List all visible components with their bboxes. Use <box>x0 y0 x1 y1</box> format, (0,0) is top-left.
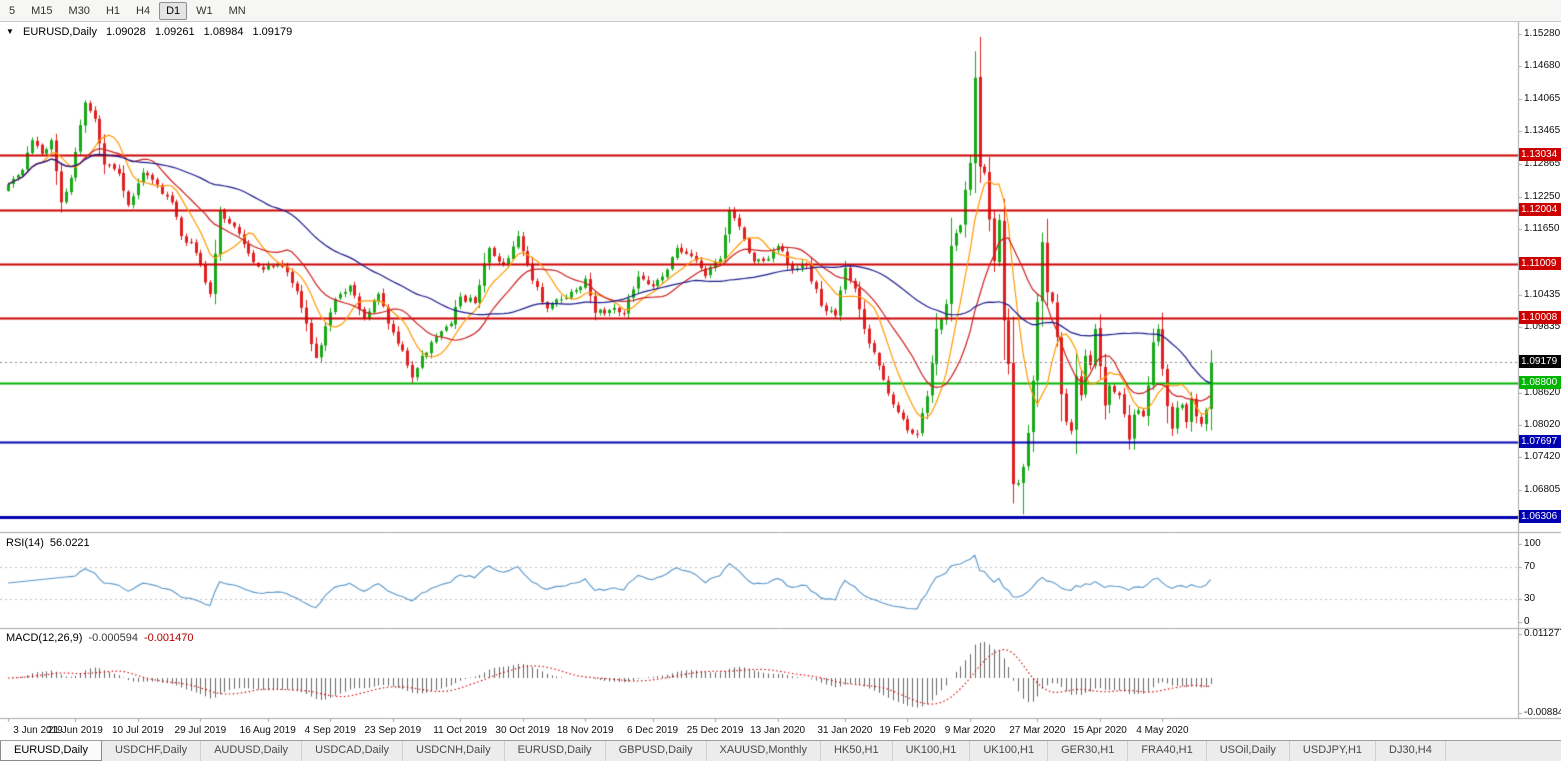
timeframe-button-mn[interactable]: MN <box>222 2 253 20</box>
panel-splitter-macd[interactable] <box>0 626 1561 630</box>
timeframe-toolbar: 5 M15 M30 H1 H4 D1 W1 MN <box>0 0 1561 22</box>
macd-signal-value: -0.001470 <box>143 632 194 644</box>
macd-name: MACD(12,26,9) <box>6 632 83 644</box>
chart-ohlc-label: ▼ EURUSD,Daily 1.09028 1.09261 1.08984 1… <box>6 26 292 38</box>
symbol-tab-gbpusd-daily[interactable]: GBPUSD,Daily <box>606 741 707 761</box>
chart-canvas[interactable] <box>0 22 1561 740</box>
timeframe-button-h1[interactable]: H1 <box>99 2 127 20</box>
macd-indicator-label: MACD(12,26,9) -0.000594 -0.001470 <box>6 632 194 644</box>
timeframe-button-5[interactable]: 5 <box>2 2 22 20</box>
chart-menu-triangle-icon[interactable]: ▼ <box>6 27 14 36</box>
symbol-tab-bar: EURUSD,Daily USDCHF,Daily AUDUSD,Daily USDC… <box>0 740 1561 761</box>
symbol-tab-ger30-h1[interactable]: GER30,H1 <box>1048 741 1129 761</box>
macd-main-value: -0.000594 <box>88 632 138 644</box>
symbol-tab-audusd-daily[interactable]: AUDUSD,Daily <box>201 741 303 761</box>
rsi-name: RSI(14) <box>6 537 44 549</box>
timeframe-button-m15[interactable]: M15 <box>24 2 59 20</box>
symbol-tab-xauusd-monthly[interactable]: XAUUSD,Monthly <box>707 741 821 761</box>
time-axis[interactable] <box>0 718 1518 740</box>
ohlc-low: 1.08984 <box>203 26 244 38</box>
symbol-tab-usdcnh-daily[interactable]: USDCNH,Daily <box>403 741 505 761</box>
symbol-tab-fra40-h1[interactable]: FRA40,H1 <box>1128 741 1207 761</box>
price-axis[interactable] <box>1518 22 1561 718</box>
symbol-tab-eurusd-daily[interactable]: EURUSD,Daily <box>0 741 102 761</box>
rsi-value: 56.0221 <box>49 537 90 549</box>
panel-splitter-rsi[interactable] <box>0 530 1561 534</box>
chart-symbol-period: EURUSD,Daily <box>22 26 97 38</box>
ohlc-close: 1.09179 <box>252 26 293 38</box>
timeframe-button-h4[interactable]: H4 <box>129 2 157 20</box>
symbol-tab-hk50-h1[interactable]: HK50,H1 <box>821 741 893 761</box>
symbol-tab-usdjpy-h1[interactable]: USDJPY,H1 <box>1290 741 1377 761</box>
symbol-tab-dj30-h4[interactable]: DJ30,H4 <box>1376 741 1446 761</box>
symbol-tab-uk100-h1[interactable]: UK100,H1 <box>970 741 1049 761</box>
symbol-tab-usdchf-daily[interactable]: USDCHF,Daily <box>102 741 202 761</box>
timeframe-button-m30[interactable]: M30 <box>62 2 97 20</box>
ohlc-open: 1.09028 <box>106 26 146 38</box>
timeframe-button-d1[interactable]: D1 <box>159 1 188 20</box>
symbol-tab-uk100-h1[interactable]: UK100,H1 <box>893 741 971 761</box>
timeframe-button-w1[interactable]: W1 <box>189 2 220 20</box>
rsi-indicator-label: RSI(14) 56.0221 <box>6 537 90 549</box>
symbol-tab-usdcad-daily[interactable]: USDCAD,Daily <box>302 741 404 761</box>
symbol-tab-usoil-daily[interactable]: USOil,Daily <box>1207 741 1290 761</box>
symbol-tab-eurusd-daily[interactable]: EURUSD,Daily <box>505 741 606 761</box>
chart-window: 1.15280 1.14680 1.14065 1.13465 1.12865 1.122… <box>0 22 1561 740</box>
ohlc-high: 1.09261 <box>154 26 195 38</box>
